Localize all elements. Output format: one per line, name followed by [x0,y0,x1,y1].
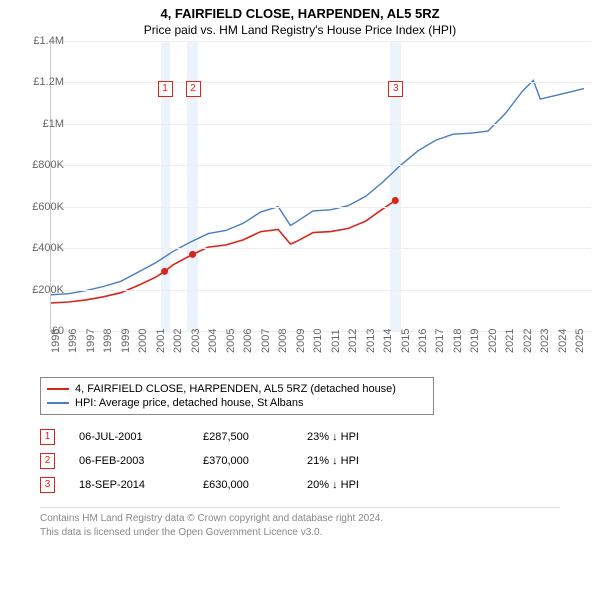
transaction-price: £630,000 [203,479,283,491]
gridline [51,41,591,42]
y-axis-label: £400K [32,242,64,254]
transaction-date: 18-SEP-2014 [79,479,179,491]
x-axis-label: 2019 [469,329,481,353]
x-axis-label: 2020 [487,329,499,353]
sale-point [161,268,168,275]
x-axis-label: 2005 [225,329,237,353]
x-axis-label: 2024 [557,329,569,353]
legend-swatch [47,402,69,404]
transaction-row: 1 06-JUL-2001 £287,500 23% ↓ HPI [40,425,600,449]
legend-item: HPI: Average price, detached house, St A… [47,396,427,410]
x-axis-label: 2007 [260,329,272,353]
x-axis-label: 2023 [539,329,551,353]
chart-title: 4, FAIRFIELD CLOSE, HARPENDEN, AL5 5RZ [0,6,600,21]
sale-point [392,197,399,204]
transaction-row: 3 18-SEP-2014 £630,000 20% ↓ HPI [40,473,600,497]
x-axis-label: 1995 [50,329,62,353]
x-axis-label: 2012 [347,329,359,353]
legend-label: 4, FAIRFIELD CLOSE, HARPENDEN, AL5 5RZ (… [75,383,396,395]
gridline [51,82,591,83]
x-axis-label: 1999 [120,329,132,353]
transaction-delta: 20% ↓ HPI [307,479,407,491]
y-axis-label: £200K [32,284,64,296]
transaction-date: 06-JUL-2001 [79,431,179,443]
x-axis-label: 2001 [155,329,167,353]
gridline [51,124,591,125]
y-axis-label: £800K [32,159,64,171]
transaction-row: 2 06-FEB-2003 £370,000 21% ↓ HPI [40,449,600,473]
x-axis-label: 2013 [365,329,377,353]
x-axis-label: 1998 [102,329,114,353]
event-marker: 2 [186,81,201,97]
y-axis-label: £1.2M [33,76,64,88]
x-axis-label: 2000 [137,329,149,353]
transaction-marker: 3 [40,477,55,493]
x-axis-label: 2017 [434,329,446,353]
y-axis-label: £1M [43,118,64,130]
plot-area: 12 3 [50,41,591,332]
x-axis-label: 2025 [574,329,586,353]
transaction-delta: 23% ↓ HPI [307,431,407,443]
transaction-marker: 2 [40,453,55,469]
x-axis-label: 1996 [67,329,79,353]
chart-area: 123 £0£200K£400K£600K£800K£1M£1.2M£1.4M1… [36,41,596,371]
x-axis-label: 2016 [417,329,429,353]
x-axis-label: 2010 [312,329,324,353]
legend-swatch [47,388,69,390]
x-axis-label: 2003 [190,329,202,353]
gridline [51,165,591,166]
gridline [51,290,591,291]
x-axis-label: 2002 [172,329,184,353]
transaction-delta: 21% ↓ HPI [307,455,407,467]
x-axis-label: 2009 [295,329,307,353]
legend-item: 4, FAIRFIELD CLOSE, HARPENDEN, AL5 5RZ (… [47,382,427,396]
y-axis-label: £1.4M [33,35,64,47]
transaction-date: 06-FEB-2003 [79,455,179,467]
chart-subtitle: Price paid vs. HM Land Registry's House … [0,23,600,37]
series-line [51,201,395,304]
title-block: 4, FAIRFIELD CLOSE, HARPENDEN, AL5 5RZ P… [0,0,600,37]
chart-container: 4, FAIRFIELD CLOSE, HARPENDEN, AL5 5RZ P… [0,0,600,590]
footer-licence: This data is licensed under the Open Gov… [40,526,560,540]
x-axis-label: 2014 [382,329,394,353]
footer-copyright: Contains HM Land Registry data © Crown c… [40,512,560,526]
x-axis-label: 2011 [330,329,342,353]
x-axis-label: 1997 [85,329,97,353]
series-line [51,80,584,294]
x-axis-label: 2006 [242,329,254,353]
x-axis-label: 2021 [504,329,516,353]
sale-point [189,251,196,258]
event-marker: 3 [388,81,403,97]
footer: Contains HM Land Registry data © Crown c… [40,507,560,539]
legend: 4, FAIRFIELD CLOSE, HARPENDEN, AL5 5RZ (… [40,377,434,415]
x-axis-label: 2008 [277,329,289,353]
transaction-marker: 1 [40,429,55,445]
y-axis-label: £600K [32,201,64,213]
transaction-price: £370,000 [203,455,283,467]
x-axis-label: 2015 [400,329,412,353]
x-axis-label: 2004 [207,329,219,353]
gridline [51,248,591,249]
gridline [51,207,591,208]
x-axis-label: 2018 [452,329,464,353]
x-axis-label: 2022 [522,329,534,353]
transaction-price: £287,500 [203,431,283,443]
legend-label: HPI: Average price, detached house, St A… [75,397,304,409]
event-marker: 1 [158,81,173,97]
transactions-table: 1 06-JUL-2001 £287,500 23% ↓ HPI 2 06-FEB-200… [40,425,600,497]
line-series-svg [51,41,591,331]
